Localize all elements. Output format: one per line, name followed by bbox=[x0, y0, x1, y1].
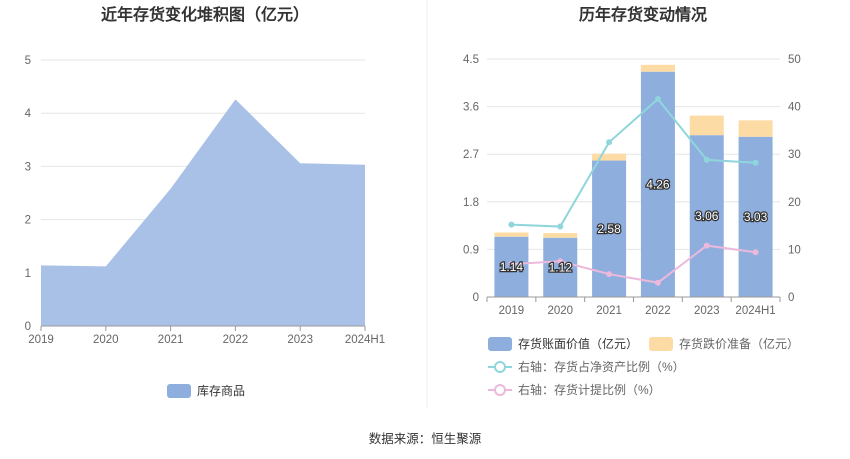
right-left-y-tick-label: 3.6 bbox=[463, 102, 479, 114]
bar-data-label: 1.14 bbox=[500, 260, 524, 274]
right-legend: 存货账面价值（亿元） 存货跌价准备（亿元） 右轴：存货占净资产比例（%） 右轴：… bbox=[488, 336, 799, 397]
point-net-asset-ratio bbox=[703, 156, 710, 163]
stacked-area-chart: 近年存货变化堆积图（亿元） 0 1 2 3 4 5 2019 2020 2021 2022 202… bbox=[25, 5, 385, 398]
right-left-y-tick-label: 2.7 bbox=[463, 149, 479, 161]
left-y-tick-label: 3 bbox=[25, 161, 31, 173]
right-x-tick-label: 2023 bbox=[694, 305, 720, 317]
right-x-tick-label: 2024H1 bbox=[735, 305, 775, 317]
right-x-tick-label: 2019 bbox=[499, 305, 525, 317]
left-chart-title: 近年存货变化堆积图（亿元） bbox=[101, 5, 309, 24]
legend-label-book-value: 存货账面价值（亿元） bbox=[518, 336, 638, 351]
right-chart-title: 历年存货变动情况 bbox=[579, 5, 707, 24]
point-net-asset-ratio bbox=[508, 221, 515, 228]
legend-label-inventory-goods: 库存商品 bbox=[197, 383, 245, 398]
bar-impairment bbox=[494, 232, 529, 237]
bar-data-label: 1.12 bbox=[549, 260, 573, 274]
right-right-y-tick-label: 10 bbox=[788, 244, 801, 256]
legend-swatch-provision-ratio bbox=[488, 384, 512, 396]
left-x-axis: 2019 2020 2021 2022 2023 2024H1 bbox=[28, 326, 385, 346]
right-left-y-axis: 0 0.9 1.8 2.7 3.6 4.5 bbox=[463, 54, 479, 304]
left-y-tick-label: 0 bbox=[25, 321, 31, 333]
right-right-y-tick-label: 50 bbox=[788, 54, 801, 66]
bar-data-labels: 1.14 1.12 2.58 4.26 3.06 3.03 bbox=[498, 176, 768, 276]
bar-series bbox=[494, 64, 773, 298]
legend-label-provision-ratio: 右轴：存货计提比例（%） bbox=[518, 382, 661, 397]
right-left-y-tick-label: 0 bbox=[473, 292, 479, 304]
right-x-axis: 2019 2020 2021 2022 2023 2024H1 bbox=[486, 297, 781, 317]
left-x-tick-label: 2020 bbox=[93, 334, 119, 346]
left-y-tick-label: 4 bbox=[25, 108, 32, 120]
inventory-change-chart: 历年存货变动情况 0 0.9 1.8 2.7 3.6 4.5 0 10 20 30 40 50 1.… bbox=[463, 5, 801, 397]
bar-book-value bbox=[543, 237, 578, 297]
line-series bbox=[508, 95, 759, 286]
area-series-inventory-goods bbox=[41, 99, 365, 326]
point-net-asset-ratio bbox=[752, 159, 759, 166]
left-x-tick-label: 2023 bbox=[287, 334, 313, 346]
left-y-tick-label: 2 bbox=[25, 215, 31, 227]
point-provision-ratio bbox=[606, 271, 613, 278]
legend-label-net-asset-ratio: 右轴：存货占净资产比例（%） bbox=[518, 359, 685, 374]
legend-swatch-net-asset-ratio bbox=[488, 361, 512, 373]
legend-label-impairment: 存货跌价准备（亿元） bbox=[679, 336, 799, 351]
point-provision-ratio bbox=[654, 279, 661, 286]
right-right-y-tick-label: 40 bbox=[788, 102, 801, 114]
right-gridlines bbox=[487, 58, 780, 250]
bar-impairment bbox=[738, 120, 773, 137]
legend-swatch-impairment bbox=[649, 337, 673, 351]
right-left-y-tick-label: 0.9 bbox=[463, 244, 479, 256]
legend-swatch-inventory-goods bbox=[167, 384, 191, 398]
right-x-tick-label: 2020 bbox=[547, 305, 573, 317]
left-x-tick-label: 2021 bbox=[158, 334, 184, 346]
bar-data-label: 2.58 bbox=[597, 222, 621, 236]
left-x-tick-label: 2019 bbox=[28, 334, 54, 346]
legend-swatch-book-value bbox=[488, 337, 512, 351]
bar-impairment bbox=[640, 64, 675, 72]
bar-impairment bbox=[592, 153, 627, 161]
point-provision-ratio bbox=[557, 258, 564, 265]
point-net-asset-ratio bbox=[606, 139, 613, 146]
right-right-y-tick-label: 0 bbox=[788, 292, 794, 304]
right-right-y-tick-label: 30 bbox=[788, 149, 801, 161]
point-provision-ratio bbox=[703, 242, 710, 249]
point-net-asset-ratio bbox=[654, 95, 661, 102]
bar-data-label: 3.06 bbox=[695, 209, 719, 223]
right-left-y-tick-label: 4.5 bbox=[463, 54, 479, 66]
right-x-tick-label: 2022 bbox=[645, 305, 671, 317]
left-legend: 库存商品 bbox=[167, 383, 245, 398]
left-x-tick-label: 2024H1 bbox=[345, 334, 385, 346]
bar-data-label: 4.26 bbox=[646, 177, 670, 191]
point-provision-ratio bbox=[508, 261, 515, 268]
point-provision-ratio bbox=[752, 249, 759, 256]
right-right-y-axis: 0 10 20 30 40 50 bbox=[788, 54, 801, 304]
left-y-tick-label: 1 bbox=[25, 268, 31, 280]
bar-data-label: 3.03 bbox=[744, 210, 768, 224]
bar-impairment bbox=[689, 115, 724, 136]
right-right-y-tick-label: 20 bbox=[788, 197, 801, 209]
right-x-tick-label: 2021 bbox=[596, 305, 622, 317]
left-y-tick-label: 5 bbox=[25, 55, 31, 67]
left-y-axis: 0 1 2 3 4 5 bbox=[25, 55, 32, 333]
line-net-asset-ratio bbox=[511, 97, 756, 228]
bar-impairment bbox=[543, 233, 578, 238]
right-left-y-tick-label: 1.8 bbox=[463, 197, 479, 209]
data-source: 数据来源：恒生聚源 bbox=[369, 431, 482, 446]
left-x-tick-label: 2022 bbox=[223, 334, 249, 346]
point-net-asset-ratio bbox=[557, 223, 564, 230]
line-provision-ratio bbox=[511, 244, 756, 284]
